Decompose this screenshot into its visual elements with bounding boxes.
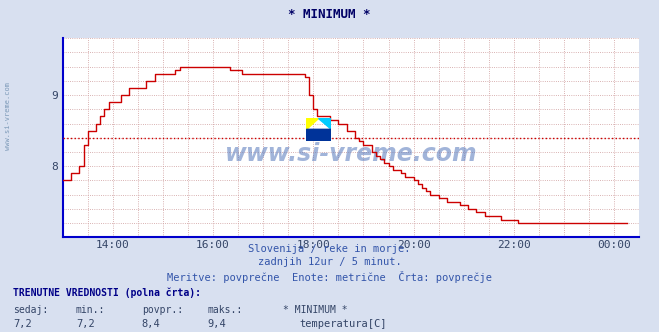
Text: Slovenija / reke in morje.: Slovenija / reke in morje. (248, 244, 411, 254)
Text: 7,2: 7,2 (76, 319, 94, 329)
Text: temperatura[C]: temperatura[C] (300, 319, 387, 329)
Text: Meritve: povprečne  Enote: metrične  Črta: povprečje: Meritve: povprečne Enote: metrične Črta:… (167, 271, 492, 283)
Text: sedaj:: sedaj: (13, 305, 48, 315)
Polygon shape (318, 118, 331, 129)
Text: 9,4: 9,4 (208, 319, 226, 329)
Text: min.:: min.: (76, 305, 105, 315)
Polygon shape (306, 129, 331, 141)
Text: TRENUTNE VREDNOSTI (polna črta):: TRENUTNE VREDNOSTI (polna črta): (13, 287, 201, 298)
Text: 7,2: 7,2 (13, 319, 32, 329)
Text: www.si-vreme.com: www.si-vreme.com (5, 82, 11, 150)
Text: * MINIMUM *: * MINIMUM * (283, 305, 348, 315)
Polygon shape (306, 118, 318, 129)
Text: www.si-vreme.com: www.si-vreme.com (225, 142, 477, 166)
Text: zadnjih 12ur / 5 minut.: zadnjih 12ur / 5 minut. (258, 257, 401, 267)
Text: * MINIMUM *: * MINIMUM * (288, 8, 371, 21)
Text: 8,4: 8,4 (142, 319, 160, 329)
Text: maks.:: maks.: (208, 305, 243, 315)
Text: povpr.:: povpr.: (142, 305, 183, 315)
Polygon shape (306, 129, 331, 141)
